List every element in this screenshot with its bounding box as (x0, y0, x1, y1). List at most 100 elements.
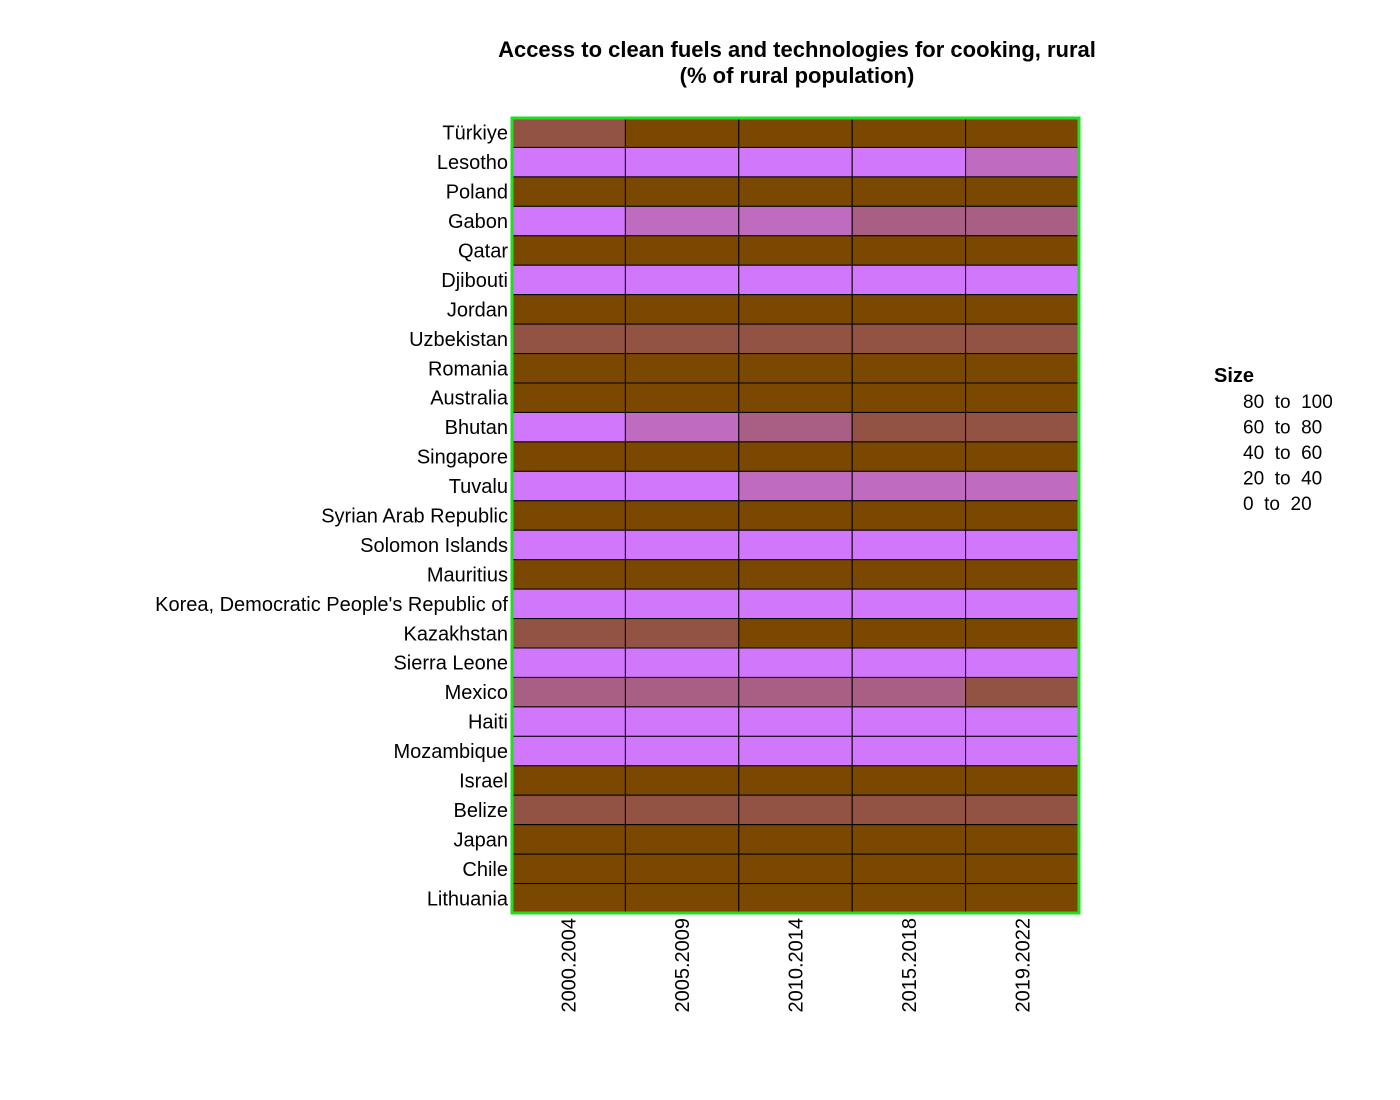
heatmap-cell (624, 500, 740, 531)
heatmap-cell (965, 353, 1080, 384)
heatmap-cell (511, 618, 626, 649)
heatmap-cell (511, 559, 626, 590)
heatmap-cell (624, 264, 740, 296)
heatmap-cell (851, 294, 967, 325)
heatmap-cell (851, 706, 967, 737)
heatmap-cell (624, 205, 740, 237)
heatmap-cells (511, 117, 1080, 914)
row-label: Tuvalu (449, 476, 508, 498)
row-label: Singapore (417, 447, 508, 469)
heatmap-cell (851, 824, 967, 855)
heatmap-cell (965, 470, 1080, 502)
heatmap-cell (624, 441, 740, 472)
legend-entry: 20 to 40 (1243, 469, 1322, 490)
column-labels: 2000.2004 2005.2009 2010.2014 2015.2018 2019… (559, 918, 1035, 1013)
heatmap-cell (511, 264, 626, 296)
row-label: Mauritius (427, 564, 508, 586)
heatmap-cell (511, 883, 626, 914)
heatmap-cell (738, 323, 853, 355)
heatmap-cell (511, 765, 626, 796)
row-label: Poland (446, 182, 508, 204)
heatmap-cell (965, 559, 1080, 590)
heatmap-cell (851, 470, 967, 502)
legend: Size 80 to 100 60 to 80 40 to 60 20 to 40 0 t… (1214, 365, 1333, 515)
heatmap-cell (738, 146, 853, 178)
row-label: Mexico (445, 682, 508, 704)
row-label: Lesotho (437, 152, 508, 174)
heatmap-cell (511, 235, 626, 266)
heatmap-cell (511, 382, 626, 413)
heatmap-cell (965, 647, 1080, 678)
chart-title: Access to clean fuels and technologies f… (498, 37, 1096, 88)
heatmap-cell (511, 588, 626, 620)
heatmap-cell (624, 176, 740, 207)
heatmap-cell (511, 824, 626, 855)
row-label: Romania (428, 358, 509, 380)
heatmap-cell (738, 500, 853, 531)
row-label: Israel (459, 771, 508, 793)
heatmap-cell (851, 588, 967, 620)
heatmap-cell (965, 824, 1080, 855)
row-label: Syrian Arab Republic (321, 506, 508, 528)
heatmap-cell (624, 470, 740, 502)
row-label: Qatar (458, 241, 508, 263)
heatmap-cell (624, 883, 740, 914)
heatmap-cell (851, 765, 967, 796)
chart-title-line: Access to clean fuels and technologies f… (498, 37, 1096, 62)
heatmap-cell (511, 205, 626, 237)
heatmap-cell (738, 382, 853, 413)
heatmap-cell (738, 264, 853, 296)
heatmap-cell (511, 470, 626, 502)
heatmap-cell (511, 676, 626, 708)
heatmap-cell (624, 294, 740, 325)
chart-title-line: (% of rural population) (680, 63, 915, 88)
row-label: Jordan (447, 299, 508, 321)
heatmap-cell (624, 146, 740, 178)
heatmap-cell (851, 323, 967, 355)
column-label: 2000.2004 (559, 918, 581, 1013)
heatmap-cell (965, 794, 1080, 826)
heatmap-cell (965, 264, 1080, 296)
heatmap-cell (851, 529, 967, 561)
heatmap-cell (624, 676, 740, 708)
heatmap-cell (738, 706, 853, 737)
row-labels: Türkiye Lesotho Poland Gabon Qatar Djibouti Jo… (155, 123, 509, 911)
row-label: Sierra Leone (393, 653, 508, 675)
heatmap-cell (851, 205, 967, 237)
column-label: 2019.2022 (1012, 918, 1034, 1013)
heatmap-cell (965, 294, 1080, 325)
heatmap-cell (624, 618, 740, 649)
heatmap-cell (624, 559, 740, 590)
heatmap-cell (738, 735, 853, 767)
heatmap-cell (851, 235, 967, 266)
heatmap-cell (738, 470, 853, 502)
heatmap-cell (511, 853, 626, 885)
row-label: Haiti (468, 712, 508, 734)
heatmap-cell (965, 323, 1080, 355)
row-label: Chile (462, 859, 508, 881)
row-label: Mozambique (393, 741, 508, 763)
row-label: Gabon (448, 211, 508, 233)
heatmap-cell (511, 647, 626, 678)
heatmap-cell (965, 853, 1080, 885)
column-label: 2010.2014 (786, 918, 808, 1013)
heatmap-cell (965, 765, 1080, 796)
heatmap-cell (965, 441, 1080, 472)
heatmap-cell (738, 853, 853, 885)
heatmap-cell (624, 853, 740, 885)
heatmap-cell (624, 588, 740, 620)
heatmap-cell (965, 588, 1080, 620)
row-label: Lithuania (427, 888, 509, 910)
heatmap-cell (965, 676, 1080, 708)
heatmap-cell (851, 794, 967, 826)
heatmap-cell (511, 794, 626, 826)
heatmap-cell (738, 588, 853, 620)
heatmap-cell (624, 647, 740, 678)
heatmap-cell (738, 176, 853, 207)
heatmap-cell (738, 529, 853, 561)
heatmap-cell (965, 618, 1080, 649)
heatmap-cell (624, 353, 740, 384)
heatmap-cell (511, 146, 626, 178)
heatmap-cell (738, 676, 853, 708)
